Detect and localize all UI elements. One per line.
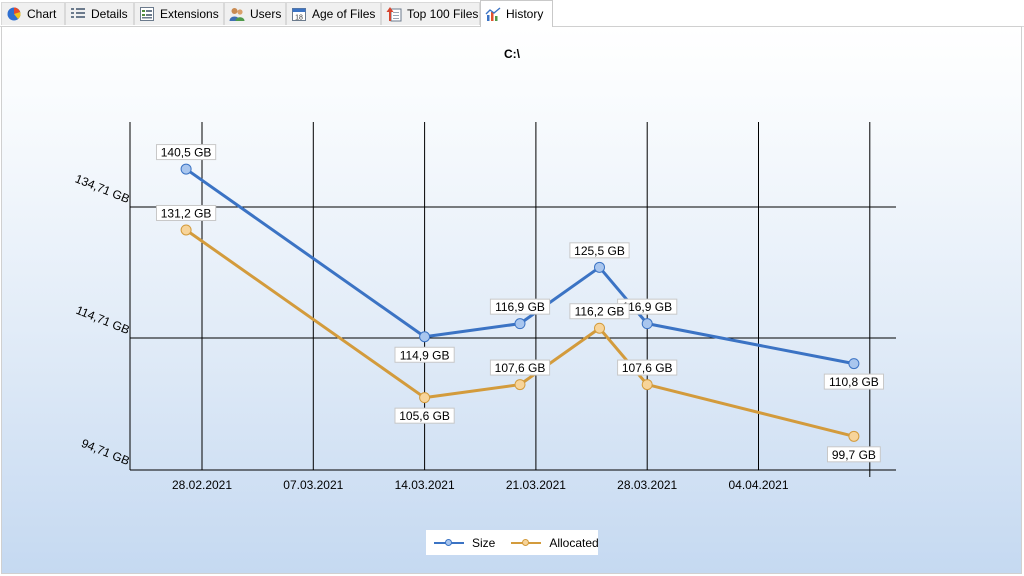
- data-label-text: 125,5 GB: [574, 244, 625, 258]
- tab-users[interactable]: Users: [224, 2, 286, 25]
- allocated-data-point: [594, 322, 605, 334]
- data-label-box: [569, 303, 630, 320]
- tab-label: History: [506, 7, 544, 21]
- y-tick-label: 94,71 GB: [79, 436, 131, 468]
- tab-label: Top 100 Files: [407, 7, 479, 21]
- size-data-point: [514, 318, 526, 330]
- history-chart-icon: [485, 6, 501, 22]
- tab-label: Details: [91, 7, 128, 21]
- data-label: 116,9 GB: [617, 298, 678, 315]
- size-series-line: [185, 167, 855, 366]
- allocated-data-point: [514, 379, 526, 391]
- allocated-data-point: [848, 430, 860, 442]
- data-label-text: 105,6 GB: [399, 409, 450, 423]
- users-icon: [229, 6, 245, 22]
- data-label: 105,6 GB: [394, 407, 455, 424]
- size-series-swatch: [434, 538, 464, 548]
- size-data-point: [180, 163, 192, 175]
- data-label-text: 116,9 GB: [622, 300, 672, 314]
- data-label-text: 110,8 GB: [829, 375, 879, 389]
- data-label-box: [569, 242, 630, 259]
- data-label-text: 107,6 GB: [495, 361, 546, 375]
- data-label-box: [489, 359, 551, 376]
- data-label: 107,6 GB: [617, 359, 678, 376]
- tab-history[interactable]: History: [480, 0, 553, 27]
- x-tick-label: 21.03.2021: [506, 478, 566, 492]
- data-label: 125,5 GB: [569, 242, 630, 259]
- data-label-box: [827, 446, 881, 463]
- chart-legend: Size Allocated: [426, 530, 599, 555]
- data-label-text: 107,6 GB: [622, 361, 673, 375]
- data-label-text: 116,9 GB: [495, 300, 545, 314]
- data-label: 107,6 GB: [489, 359, 551, 376]
- x-tick-label: 04.04.2021: [728, 478, 788, 492]
- allocated-series-swatch: [511, 538, 542, 548]
- x-tick-label: 07.03.2021: [283, 478, 343, 492]
- y-tick-label: 134,71 GB: [73, 172, 131, 206]
- tab-chart[interactable]: Chart: [1, 2, 65, 25]
- tab-label: Chart: [27, 7, 57, 21]
- data-label-text: 99,7 GB: [832, 448, 876, 462]
- calendar-icon: 18: [291, 6, 307, 22]
- size-data-point: [641, 318, 653, 330]
- data-label-box: [617, 359, 678, 376]
- data-label: 110,8 GB: [823, 373, 884, 390]
- legend-item-size: Size: [434, 536, 495, 550]
- legend-label: Allocated: [549, 535, 599, 550]
- size-data-point: [419, 331, 431, 343]
- pie-chart-icon: [6, 6, 22, 22]
- data-label: 116,9 GB: [489, 298, 551, 315]
- x-tick-label: 28.03.2021: [617, 478, 677, 492]
- data-label: 114,9 GB: [394, 346, 455, 363]
- data-label: 131,2 GB: [156, 204, 217, 221]
- data-label-box: [489, 298, 551, 315]
- details-list-icon: [70, 6, 86, 22]
- tab-bar: Chart Details Extensions Users 18 Age of…: [0, 0, 1024, 27]
- y-tick-label: 114,71 GB: [74, 303, 132, 337]
- size-data-point: [848, 358, 860, 370]
- legend-label: Size: [472, 535, 496, 550]
- x-tick-label: 14.03.2021: [395, 478, 455, 492]
- data-label-box: [156, 144, 217, 161]
- allocated-data-point: [419, 392, 431, 404]
- data-label-box: [823, 373, 884, 390]
- data-label: 116,2 GB: [569, 303, 630, 320]
- tab-age-of-files[interactable]: 18 Age of Files: [286, 2, 381, 25]
- extensions-icon: [139, 6, 155, 22]
- data-label-box: [394, 407, 455, 424]
- legend-item-allocated: Allocated: [511, 535, 599, 550]
- allocated-series-line: [185, 228, 855, 438]
- chart-title: C:\: [504, 47, 521, 61]
- data-label-box: [394, 346, 455, 363]
- x-tick-label: 28.02.2021: [172, 478, 232, 492]
- data-label-text: 116,2 GB: [575, 305, 625, 319]
- tab-details[interactable]: Details: [65, 2, 134, 25]
- tab-extensions[interactable]: Extensions: [134, 2, 224, 25]
- tab-top-100-files[interactable]: Top 100 Files: [381, 2, 480, 25]
- data-label-box: [156, 204, 217, 221]
- data-label: 99,7 GB: [827, 446, 881, 463]
- tab-label: Age of Files: [312, 7, 376, 21]
- tab-label: Users: [250, 7, 282, 21]
- data-label-text: 114,9 GB: [400, 348, 450, 362]
- svg-text:18: 18: [295, 14, 303, 21]
- top-files-icon: [386, 6, 402, 22]
- size-data-point: [594, 261, 605, 273]
- allocated-data-point: [180, 224, 192, 236]
- data-label-text: 131,2 GB: [161, 206, 212, 220]
- data-label: 140,5 GB: [156, 144, 217, 161]
- allocated-data-point: [641, 379, 653, 391]
- tab-label: Extensions: [160, 7, 219, 21]
- data-label-text: 140,5 GB: [161, 146, 212, 160]
